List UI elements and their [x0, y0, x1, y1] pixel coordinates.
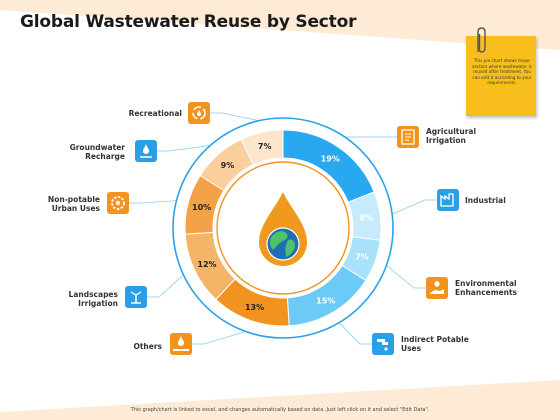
percent-label: 12% [197, 260, 216, 269]
percent-label: 13% [245, 303, 264, 312]
percent-label: 8% [360, 213, 374, 222]
label-recreational: Recreational [128, 109, 182, 118]
outer-ring [172, 117, 394, 339]
footer-note: This graph/chart is linked to excel, and… [130, 407, 430, 413]
tap-icon-glyph [377, 339, 388, 351]
gear-drop-icon-glyph [111, 196, 125, 210]
hand-plant-icon-glyph [430, 281, 444, 294]
slice-agricultural-irrigation [282, 129, 375, 203]
industry-icon [437, 189, 459, 211]
sprinkler-icon [125, 286, 147, 308]
water-drop-globe-icon [259, 192, 307, 266]
groundwater-icon-glyph [140, 144, 152, 158]
recycle-icon [188, 102, 210, 124]
groundwater-icon [135, 140, 157, 162]
hand-plant-icon [426, 277, 448, 299]
connector-indirect-potable-uses [338, 322, 372, 345]
label-non-potable-urban-uses: Non-potable Urban Uses [47, 195, 100, 213]
percent-label: 19% [321, 155, 340, 164]
label-industrial: Industrial [465, 196, 506, 205]
label-others: Others [133, 342, 162, 351]
label-agricultural-irrigation: Agricultural Irrigation [426, 127, 477, 145]
water-hand-icon [170, 333, 192, 355]
paperclip-icon [477, 27, 486, 53]
connector-landscapes-irrigation [147, 274, 184, 298]
industry-icon-glyph [440, 193, 454, 207]
connector-environmental-enhancements [386, 264, 426, 289]
percent-label: 7% [258, 142, 272, 151]
header-background [0, 0, 560, 50]
inner-ring [216, 161, 350, 295]
connector-recreational [210, 112, 260, 122]
percent-label: 9% [221, 161, 235, 170]
connector-industrial [391, 199, 437, 215]
slice-recreational [240, 129, 284, 166]
label-landscapes-irrigation: Landscapes Irrigation [68, 290, 118, 308]
sticky-note-text: This pie chart shows major sectors where… [472, 58, 532, 86]
tap-icon [372, 333, 394, 355]
label-indirect-potable-uses: Indirect Potable Uses [401, 335, 469, 353]
connector-non-potable-urban-uses [129, 200, 177, 204]
percent-labels: 19% 8% 7% 15% 13% 12% 10% 9% 7% [192, 142, 373, 312]
percent-label: 7% [355, 252, 369, 261]
sprinkler-icon-glyph [130, 291, 142, 304]
connector-others [192, 331, 246, 345]
label-groundwater-recharge: Groundwater Recharge [69, 143, 125, 161]
label-connectors [129, 112, 437, 345]
footer-background [0, 380, 560, 420]
percent-label: 10% [192, 203, 211, 212]
connector-groundwater-recharge [157, 145, 211, 152]
page-title: Global Wastewater Reuse by Sector [20, 12, 357, 32]
water-hand-icon-glyph [173, 336, 189, 351]
gear-drop-icon [107, 192, 129, 214]
donut-slices [184, 129, 382, 327]
factory-icon [397, 126, 419, 148]
percent-label: 15% [316, 296, 335, 305]
factory-icon-glyph [401, 129, 415, 145]
label-environmental-enhancements: Environmental Enhancements [455, 279, 518, 297]
recycle-icon-glyph [192, 106, 206, 120]
